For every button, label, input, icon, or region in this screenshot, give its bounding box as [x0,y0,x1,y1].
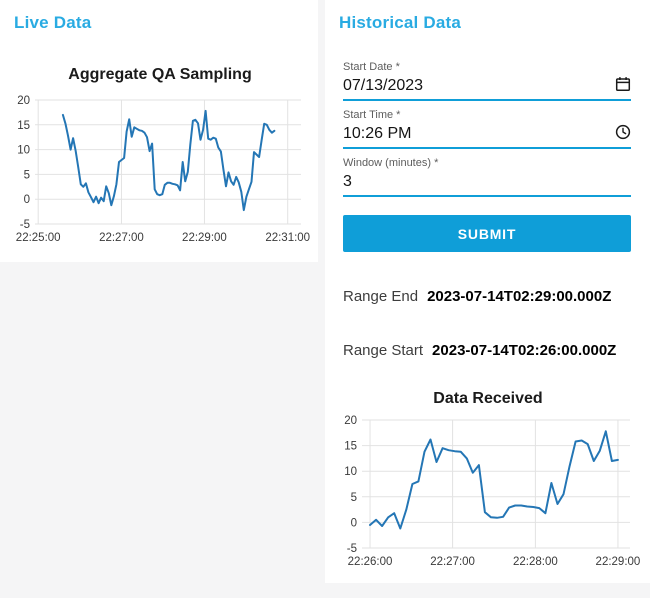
start-date-label: Start Date * [343,61,400,73]
svg-text:22:29:00: 22:29:00 [596,556,641,568]
svg-text:0: 0 [351,517,357,529]
range-start-value: 2023-07-14T02:26:00.000Z [432,342,617,359]
svg-text:0: 0 [24,194,30,206]
live-data-heading: Live Data [14,13,92,32]
svg-text:15: 15 [344,441,357,453]
svg-text:5: 5 [351,492,357,504]
historical-data-panel: Historical Data Start Date * Start Time … [325,0,650,583]
historical-chart: -5 0 5 10 15 20 22:26:00 22:27:00 22:28:00 22:29:… [344,415,641,568]
range-start-label: Range Start [343,342,424,359]
svg-text:10: 10 [17,145,30,157]
svg-text:10: 10 [344,466,357,478]
svg-text:22:27:00: 22:27:00 [99,232,144,244]
range-start-row: Range Start 2023-07-14T02:26:00.000Z [343,342,640,359]
live-data-panel: Live Data Aggregate QA Sampling -5 0 5 10 15… [0,0,318,262]
start-date-field: Start Date * [343,60,631,101]
svg-text:22:26:00: 22:26:00 [348,556,393,568]
start-date-input[interactable] [343,75,605,96]
svg-text:5: 5 [24,169,30,181]
clock-icon[interactable] [615,124,631,140]
start-time-label: Start Time * [343,109,401,121]
historical-data-heading: Historical Data [339,13,462,32]
range-end-row: Range End 2023-07-14T02:29:00.000Z [343,288,640,305]
start-time-input[interactable] [343,123,605,144]
live-chart-title: Aggregate QA Sampling [68,66,252,83]
live-chart: -5 0 5 10 15 20 22:25:00 22:27:00 22:29:00 22:31:… [16,95,310,244]
svg-text:22:31:00: 22:31:00 [265,232,310,244]
svg-text:-5: -5 [20,219,30,231]
svg-text:22:28:00: 22:28:00 [513,556,558,568]
svg-text:22:27:00: 22:27:00 [430,556,475,568]
window-minutes-label: Window (minutes) * [343,157,439,169]
range-end-label: Range End [343,288,419,305]
historical-chart-title: Data Received [433,390,543,407]
svg-text:22:29:00: 22:29:00 [182,232,227,244]
start-time-field: Start Time * [343,108,631,149]
calendar-icon[interactable] [615,76,631,92]
window-minutes-field: Window (minutes) * [343,156,631,197]
svg-text:20: 20 [344,415,357,427]
window-minutes-input[interactable] [343,171,605,192]
range-end-value: 2023-07-14T02:29:00.000Z [427,288,612,305]
svg-text:15: 15 [17,120,30,132]
svg-text:22:25:00: 22:25:00 [16,232,61,244]
svg-text:20: 20 [17,95,30,107]
svg-text:-5: -5 [347,543,357,555]
submit-button[interactable]: SUBMIT [343,215,631,252]
